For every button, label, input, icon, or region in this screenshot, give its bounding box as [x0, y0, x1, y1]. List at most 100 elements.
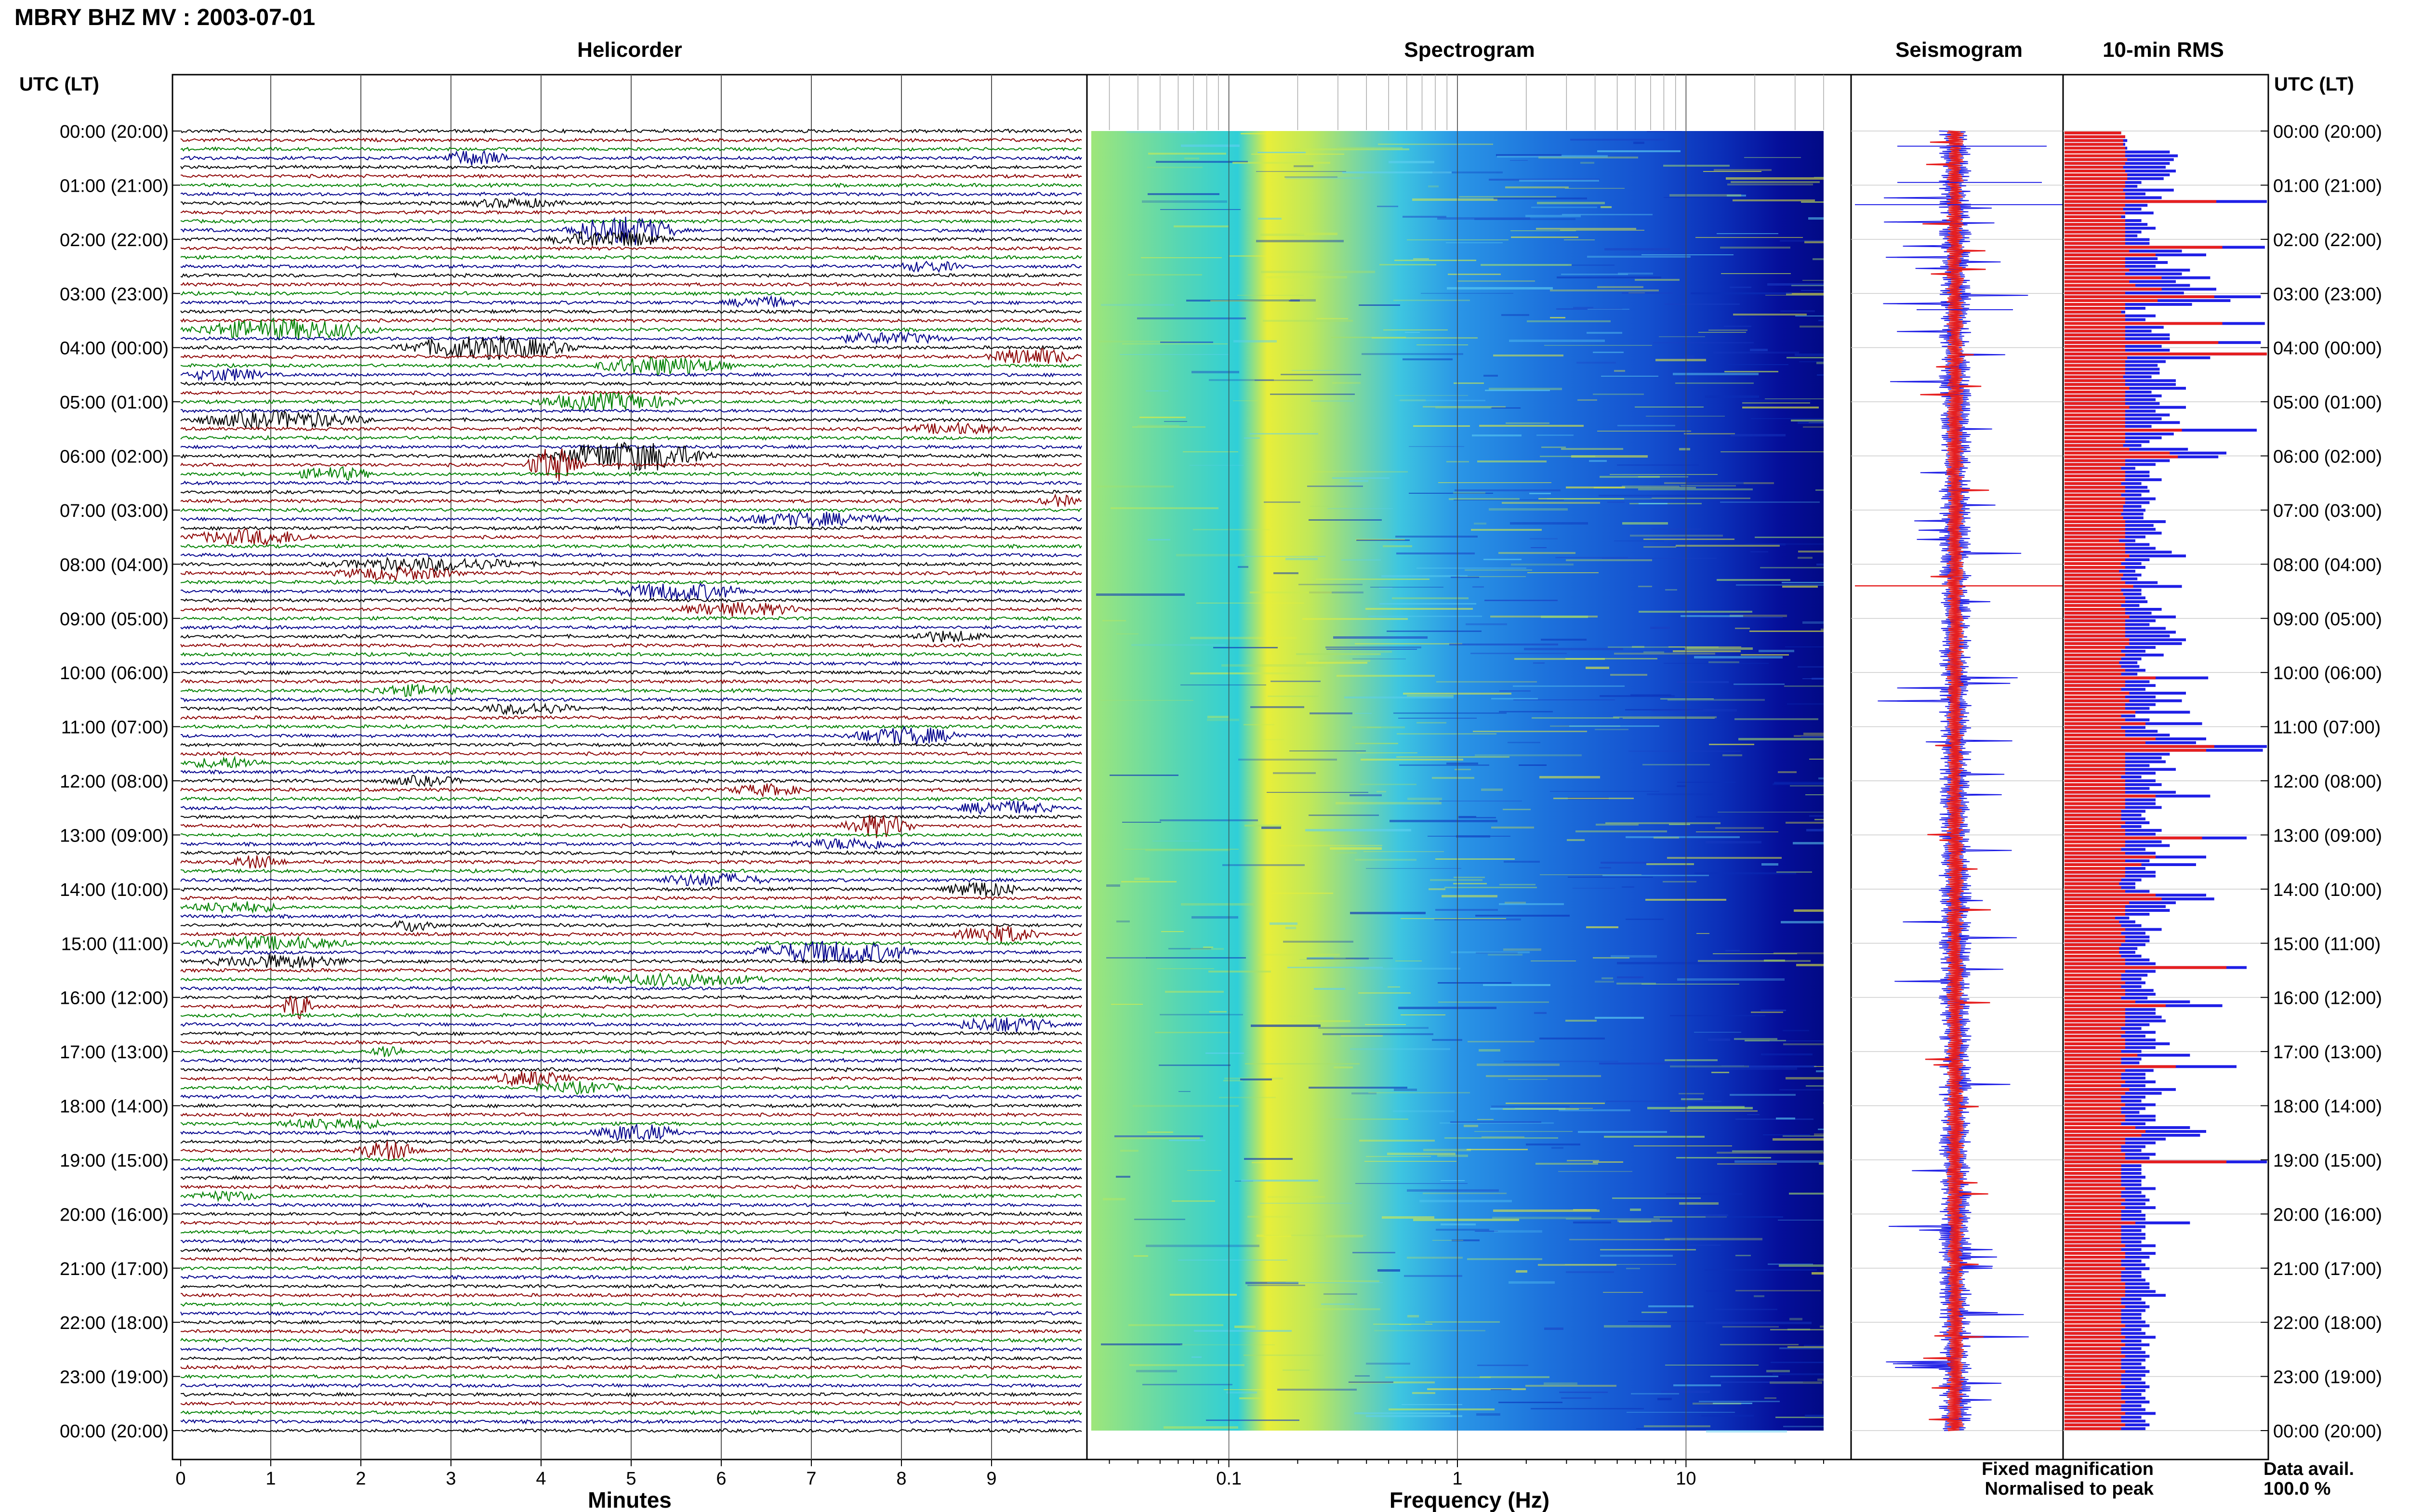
- rms-title: 10-min RMS: [2103, 38, 2224, 62]
- spectrogram-streak: [1470, 653, 1567, 654]
- spectrogram-streak: [1459, 196, 1556, 197]
- spectrogram-streak: [1352, 726, 1405, 728]
- spectrogram-streak: [1491, 1105, 1570, 1107]
- spectrogram-streak: [1264, 501, 1300, 503]
- spectrogram-streak: [1244, 825, 1282, 827]
- spectrogram-streak: [1812, 678, 1824, 680]
- spectrogram-streak: [1525, 215, 1581, 217]
- time-tick-label-left: 19:00 (15:00): [60, 1151, 169, 1171]
- spectrogram-streak: [1818, 1129, 1824, 1130]
- spectrogram-streak: [1821, 629, 1824, 631]
- spectrogram-streak: [1337, 675, 1435, 677]
- rms-bar-normalised: [2065, 1061, 2121, 1065]
- spectrogram-streak: [1190, 465, 1244, 466]
- rms-bar-normalised: [2065, 1393, 2121, 1396]
- spectrogram-streak: [1425, 1321, 1500, 1323]
- rms-bar-normalised: [2065, 1389, 2121, 1392]
- spectrogram-streak: [1532, 717, 1619, 719]
- helicorder-trace: [180, 182, 1082, 188]
- rms-bar-normalised: [2065, 1000, 2135, 1003]
- time-tick-label-left: 00:00 (20:00): [60, 1421, 169, 1442]
- rms-bar-normalised: [2065, 981, 2125, 985]
- spectrogram-streak: [1734, 1160, 1824, 1163]
- spectrogram-streak: [1309, 519, 1382, 521]
- spectrogram-streak: [1359, 304, 1400, 306]
- helicorder-trace: [181, 1328, 1082, 1334]
- spectrogram-streak: [1324, 1293, 1357, 1295]
- spectrogram-streak: [1381, 575, 1468, 577]
- spectrogram-streak: [1628, 292, 1645, 293]
- spectrogram-streak: [1701, 1415, 1754, 1417]
- spectrogram-streak: [1267, 792, 1368, 793]
- spectrogram-streak: [1450, 1121, 1541, 1123]
- spectrogram-streak: [1155, 1032, 1231, 1033]
- spectrogram-streak: [1396, 756, 1509, 758]
- time-tick-label-right: 04:00 (00:00): [2273, 339, 2382, 359]
- spectrogram-streak: [1141, 257, 1222, 258]
- rms-bar-normalised: [2065, 1354, 2125, 1358]
- spectrogram-streak: [1786, 1077, 1824, 1079]
- helicorder-trace: [180, 444, 1082, 450]
- rms-bar-normalised: [2065, 204, 2125, 207]
- spectrogram-streak: [1446, 242, 1503, 243]
- spectrogram-streak: [1493, 355, 1563, 356]
- spectrogram-streak: [1573, 888, 1615, 889]
- rms-bar-normalised: [2065, 425, 2125, 428]
- spectrogram-streak: [1106, 957, 1147, 959]
- spectrogram-streak: [1643, 546, 1676, 548]
- spectrogram-streak: [1101, 304, 1174, 306]
- spectrogram-streak: [1812, 1272, 1824, 1275]
- spectrogram-streak: [1251, 1025, 1321, 1027]
- spectrogram-streak: [1780, 240, 1824, 242]
- spectrogram-streak: [1467, 1258, 1542, 1260]
- spectrogram-streak: [1745, 543, 1824, 545]
- rms-bar-normalised: [2065, 627, 2125, 630]
- rms-bar-normalised: [2065, 276, 2162, 279]
- helicorder-trace: [180, 1094, 1082, 1100]
- rms-bar-normalised: [2065, 1046, 2125, 1049]
- spectrogram-streak: [1146, 957, 1246, 959]
- spectrogram-streak: [1273, 572, 1298, 574]
- spectrogram-streak: [1550, 317, 1565, 318]
- rms-bar-normalised: [2065, 867, 2125, 870]
- spectrogram-streak: [1302, 618, 1408, 620]
- rms-bar-normalised: [2065, 531, 2125, 535]
- spectrogram-streak: [1804, 1345, 1824, 1347]
- spectrogram-streak: [1611, 955, 1657, 958]
- rms-bar-normalised: [2065, 806, 2125, 809]
- spectrogram-streak: [1407, 1315, 1419, 1317]
- spectrogram-streak: [1306, 662, 1367, 664]
- spectrogram-streak: [1281, 374, 1361, 375]
- rms-bar-normalised: [2065, 840, 2125, 843]
- spectrogram-streak: [1760, 567, 1824, 568]
- spectrogram-streak: [1603, 1292, 1643, 1293]
- spectrogram-streak: [1536, 228, 1636, 230]
- rms-bar-normalised: [2065, 192, 2125, 196]
- rms-bar-normalised: [2065, 223, 2125, 226]
- spectrogram-streak: [1429, 888, 1445, 890]
- spectrogram-streak: [1594, 487, 1696, 488]
- spectrogram-streak: [1128, 1324, 1223, 1326]
- spectrogram-streak: [1822, 828, 1824, 829]
- spectrogram-streak: [1193, 529, 1270, 530]
- rms-bar-normalised: [2065, 272, 2125, 276]
- rms-bar-normalised: [2065, 230, 2125, 234]
- spectrogram-streak: [1540, 874, 1641, 875]
- spectrogram-streak: [1706, 1322, 1812, 1324]
- spectrogram-streak: [1795, 354, 1824, 356]
- spectrogram-streak: [1763, 1134, 1810, 1135]
- spectrogram-streak: [1589, 460, 1607, 462]
- spectrogram-streak: [1455, 489, 1561, 491]
- spectrogram-streak: [1741, 400, 1811, 401]
- spectrogram-streak: [1379, 264, 1436, 265]
- rms-bar-normalised: [2065, 684, 2125, 687]
- helicorder-trace: [180, 715, 1082, 721]
- spectrogram-streak: [1263, 320, 1353, 322]
- helicorder-trace: [180, 1080, 1082, 1095]
- helicorder-trace: [180, 1184, 1082, 1190]
- spectrogram-streak: [1205, 1052, 1244, 1054]
- spectrogram-streak: [1312, 1020, 1350, 1022]
- spectrogram-streak: [1349, 480, 1368, 482]
- spectrogram-streak: [1791, 420, 1824, 421]
- helicorder-xtick-label: 7: [806, 1469, 816, 1489]
